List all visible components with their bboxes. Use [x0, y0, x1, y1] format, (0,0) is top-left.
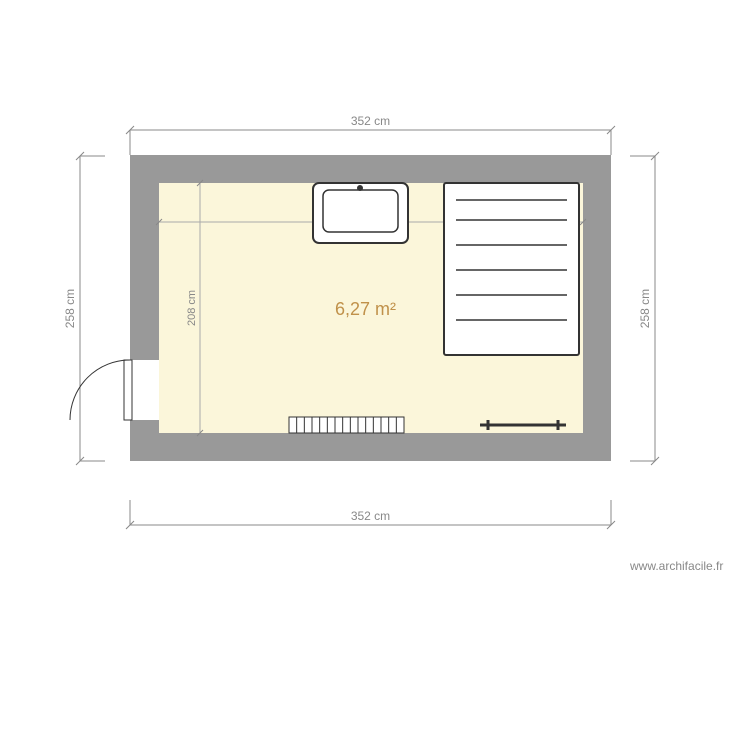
inner-height-label: 208 cm — [186, 290, 198, 326]
watermark: www.archifacile.fr — [629, 559, 723, 573]
dim-label: 352 cm — [351, 509, 390, 523]
dim-label: 352 cm — [351, 114, 390, 128]
sink-counter — [313, 183, 408, 243]
shower-tray — [444, 183, 579, 355]
door-arc — [70, 360, 130, 420]
door-leaf — [124, 360, 132, 420]
sink-tap — [357, 185, 363, 191]
dim-label: 258 cm — [638, 289, 652, 328]
door-opening — [130, 360, 159, 420]
dim-label: 258 cm — [63, 289, 77, 328]
room-area: 6,27 m² — [335, 299, 396, 319]
radiator — [289, 417, 404, 433]
